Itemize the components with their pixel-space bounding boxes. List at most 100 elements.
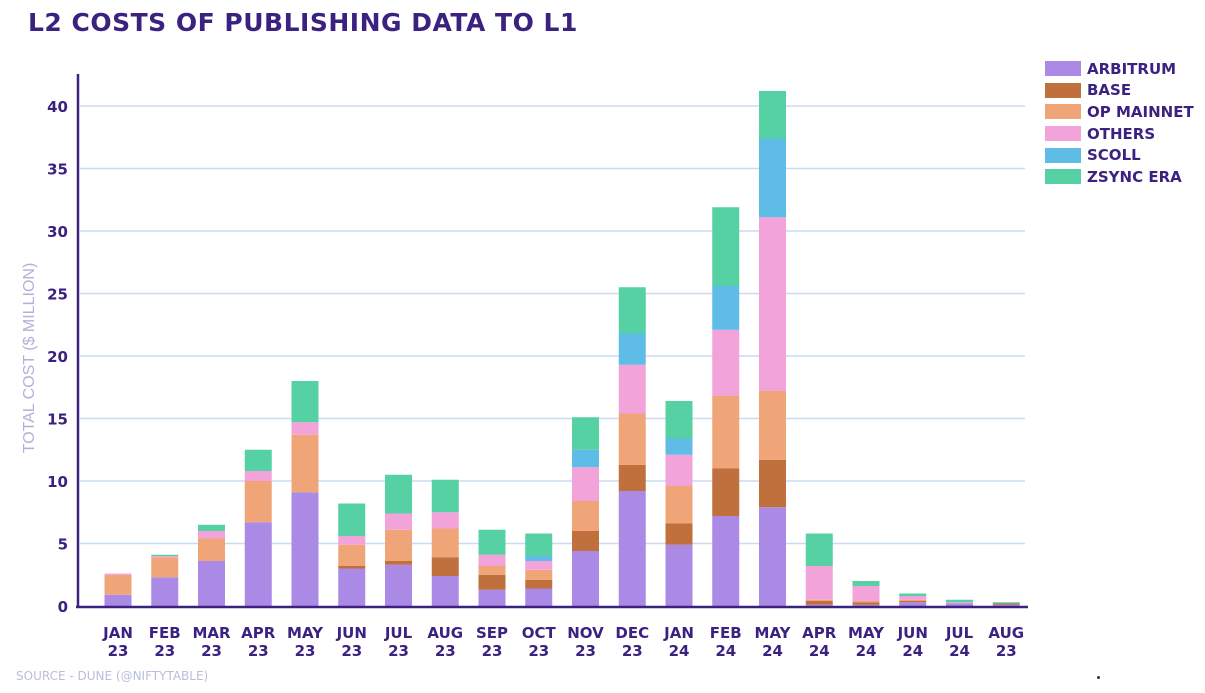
- bar-stack: [198, 524, 225, 606]
- bar-segment-zsync-era: [244, 449, 272, 471]
- legend-swatch: [1045, 126, 1081, 142]
- bar-segment-base: [618, 464, 646, 491]
- y-tick-label: 5: [58, 536, 68, 554]
- bar-segment-zsync-era: [852, 581, 880, 586]
- bar-segment-op-mainnet: [525, 569, 553, 580]
- bar-stack: [805, 533, 833, 606]
- bar-segment-scoll: [618, 333, 646, 365]
- bar-segment-zsync-era: [759, 91, 786, 139]
- bar-segment-op-mainnet: [899, 599, 927, 601]
- bar-segment-zsync-era: [525, 533, 553, 556]
- y-tick-label: 25: [47, 286, 68, 304]
- x-tick-label-month: DEC: [615, 624, 649, 642]
- stray-dot: [1097, 676, 1100, 679]
- legend-swatch: [1045, 147, 1081, 163]
- bar-segment-arbitrum: [431, 576, 459, 606]
- y-tick-label: 35: [47, 161, 68, 179]
- x-tick-label-month: JAN: [102, 624, 133, 642]
- bar-segment-arbitrum: [618, 491, 646, 606]
- bar-stack: [759, 91, 786, 606]
- legend-label: SCOLL: [1087, 146, 1141, 165]
- y-tick-label: 10: [47, 473, 68, 491]
- bar-stack: [291, 381, 319, 606]
- x-tick-label-month: JUL: [384, 624, 413, 642]
- x-tick-label-year: 23: [295, 642, 316, 660]
- bar-segment-arbitrum: [198, 561, 225, 606]
- bar-segment-zsync-era: [338, 503, 366, 536]
- x-tick-label-year: 23: [388, 642, 409, 660]
- bar-segment-zsync-era: [946, 599, 973, 603]
- bar-segment-arbitrum: [759, 507, 786, 606]
- bar-segment-scoll: [665, 438, 693, 455]
- chart-title: L2 COSTS OF PUBLISHING DATA TO L1: [28, 8, 578, 37]
- bar-segment-op-mainnet: [572, 501, 599, 531]
- bar-segment-op-mainnet: [104, 574, 132, 595]
- legend-label: OTHERS: [1087, 124, 1156, 143]
- bar-segment-others: [759, 217, 786, 391]
- legend-swatch: [1045, 104, 1081, 120]
- bar-segment-arbitrum: [291, 492, 319, 606]
- bar-segment-base: [992, 603, 1020, 605]
- bar-segment-others: [525, 561, 553, 570]
- bar-segment-arbitrum: [244, 522, 272, 606]
- bar-segment-scoll: [712, 286, 740, 330]
- bar-segment-op-mainnet: [431, 528, 459, 558]
- bar-segment-arbitrum: [104, 594, 132, 606]
- legend-item: SCOLL: [1045, 144, 1194, 166]
- bar-stack: [431, 479, 459, 606]
- x-tick-label-year: 24: [669, 642, 690, 660]
- bar-segment-zsync-era: [992, 602, 1020, 604]
- bar-segment-others: [852, 586, 880, 601]
- bar-stack: [338, 503, 366, 606]
- bar-segment-zsync-era: [151, 554, 179, 556]
- y-tick-label: 0: [58, 598, 68, 616]
- bar-segment-others: [478, 554, 506, 566]
- x-tick-label-year: 23: [435, 642, 456, 660]
- legend-swatch: [1045, 82, 1081, 98]
- bar-segment-arbitrum: [525, 588, 553, 606]
- x-tick-label-month: AUG: [988, 624, 1024, 642]
- bar-stack: [992, 602, 1020, 606]
- bar-segment-others: [151, 556, 179, 558]
- bar-stack: [852, 581, 880, 606]
- x-tick-label-year: 23: [248, 642, 269, 660]
- bar-segment-others: [431, 512, 459, 529]
- x-tick-label-month: NOV: [567, 624, 604, 642]
- bar-segment-arbitrum: [385, 564, 412, 606]
- bar-segment-others: [104, 573, 132, 575]
- bar-segment-op-mainnet: [805, 599, 833, 601]
- bar-segment-base: [852, 602, 880, 605]
- bar-segment-arbitrum: [712, 516, 740, 606]
- legend-item: ZSYNC ERA: [1045, 166, 1194, 188]
- bar-segment-base: [899, 601, 927, 603]
- bar-segment-zsync-era: [478, 529, 506, 555]
- bar-segment-others: [665, 454, 693, 486]
- legend-item: OP MAINNET: [1045, 101, 1194, 123]
- bar-segment-scoll: [572, 449, 599, 468]
- bar-segment-op-mainnet: [852, 601, 880, 603]
- legend-swatch: [1045, 61, 1081, 77]
- bar-stack: [712, 207, 740, 606]
- x-tick-label-year: 24: [949, 642, 970, 660]
- x-tick-label-year: 23: [201, 642, 222, 660]
- bar-segment-others: [385, 513, 412, 530]
- bar-segment-zsync-era: [198, 524, 225, 531]
- bar-segment-arbitrum: [805, 604, 833, 606]
- bar-segment-op-mainnet: [244, 481, 272, 523]
- bar-segment-base: [759, 459, 786, 508]
- x-tick-labels: JAN23FEB23MAR23APR23MAY23JUN23JUL23AUG23…: [102, 624, 1024, 660]
- legend-label: ZSYNC ERA: [1087, 167, 1182, 186]
- bar-stack: [525, 533, 553, 606]
- bar-segment-arbitrum: [665, 544, 693, 606]
- grid-lines: [80, 105, 1025, 545]
- x-tick-label-month: APR: [241, 624, 276, 642]
- x-tick-label-month: OCT: [522, 624, 557, 642]
- bar-segment-op-mainnet: [712, 396, 740, 469]
- bar-stacks: [104, 91, 1020, 606]
- x-tick-label-year: 23: [108, 642, 129, 660]
- bar-segment-op-mainnet: [385, 529, 412, 561]
- bar-stack: [618, 287, 646, 606]
- x-tick-label-year: 24: [809, 642, 830, 660]
- x-tick-label-month: MAY: [848, 624, 885, 642]
- bar-segment-zsync-era: [572, 417, 599, 450]
